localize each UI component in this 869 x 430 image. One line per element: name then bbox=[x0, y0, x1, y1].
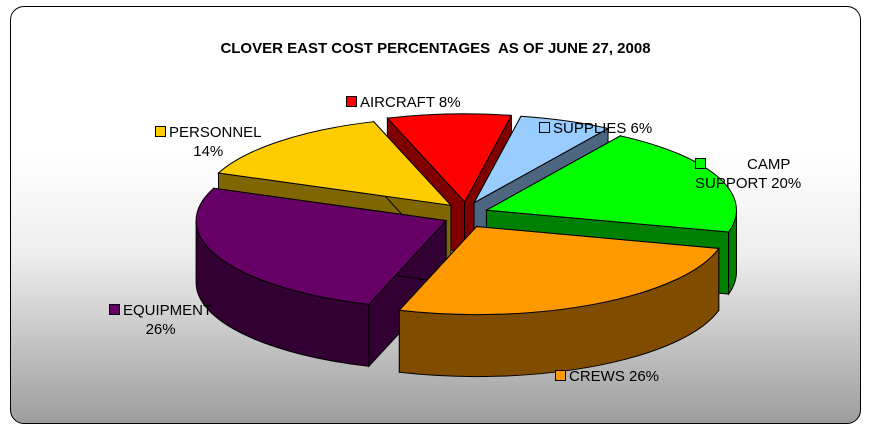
pie-slice-crews bbox=[398, 225, 720, 378]
legend-swatch-camp-support bbox=[695, 158, 706, 169]
chart-frame: CLOVER EAST COST PERCENTAGES AS OF JUNE … bbox=[10, 6, 861, 424]
legend-swatch-equipment bbox=[109, 304, 120, 315]
pie-slice-equipment bbox=[195, 187, 448, 368]
data-label-personnel: PERSONNEL 14% bbox=[155, 123, 262, 161]
legend-swatch-crews bbox=[555, 370, 566, 381]
legend-swatch-supplies bbox=[539, 122, 550, 133]
pie-chart bbox=[195, 113, 737, 378]
chart-title: CLOVER EAST COST PERCENTAGES AS OF JUNE … bbox=[220, 40, 651, 57]
data-label-crews: CREWS 26% bbox=[555, 367, 659, 386]
data-label-camp-support: CAMP SUPPORT 20% bbox=[695, 156, 802, 192]
data-label-aircraft: AIRCRAFT 8% bbox=[346, 93, 461, 112]
legend-swatch-aircraft bbox=[346, 96, 357, 107]
legend-swatch-personnel bbox=[155, 126, 166, 137]
data-label-equipment: EQUIPMENT 26% bbox=[109, 301, 212, 339]
data-label-supplies: SUPPLIES 6% bbox=[539, 119, 652, 138]
